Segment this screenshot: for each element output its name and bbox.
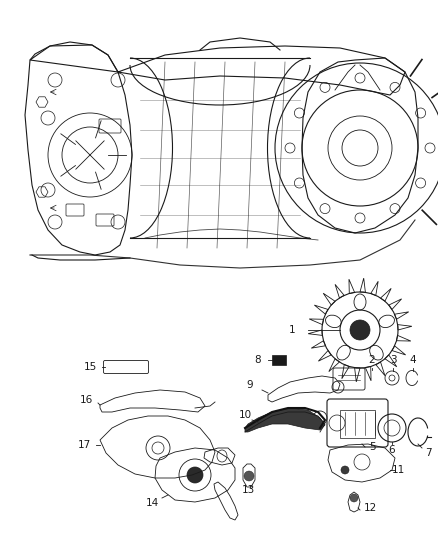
Text: 3: 3: [390, 355, 396, 365]
Text: 5: 5: [369, 442, 375, 452]
Text: 13: 13: [241, 485, 254, 495]
Text: 14: 14: [145, 498, 159, 508]
Circle shape: [350, 494, 358, 502]
Text: 15: 15: [83, 362, 97, 372]
Bar: [340, 410, 375, 438]
Text: 2: 2: [369, 355, 375, 365]
Text: 12: 12: [364, 503, 377, 513]
Circle shape: [350, 320, 370, 340]
Text: 16: 16: [79, 395, 92, 405]
Text: 4: 4: [410, 355, 416, 365]
Circle shape: [244, 471, 254, 481]
Text: 10: 10: [238, 410, 251, 420]
Text: 6: 6: [389, 445, 396, 455]
Text: 17: 17: [78, 440, 91, 450]
Text: 8: 8: [254, 355, 261, 365]
Text: 7: 7: [425, 448, 431, 458]
Polygon shape: [245, 408, 325, 432]
Circle shape: [341, 466, 349, 474]
Bar: [272, 355, 286, 365]
Text: 9: 9: [247, 380, 253, 390]
Text: 11: 11: [392, 465, 405, 475]
Circle shape: [187, 467, 203, 483]
Text: 1: 1: [289, 325, 295, 335]
